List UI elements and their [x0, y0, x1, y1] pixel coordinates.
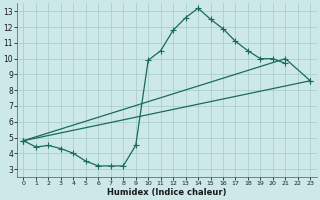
X-axis label: Humidex (Indice chaleur): Humidex (Indice chaleur)	[107, 188, 227, 197]
